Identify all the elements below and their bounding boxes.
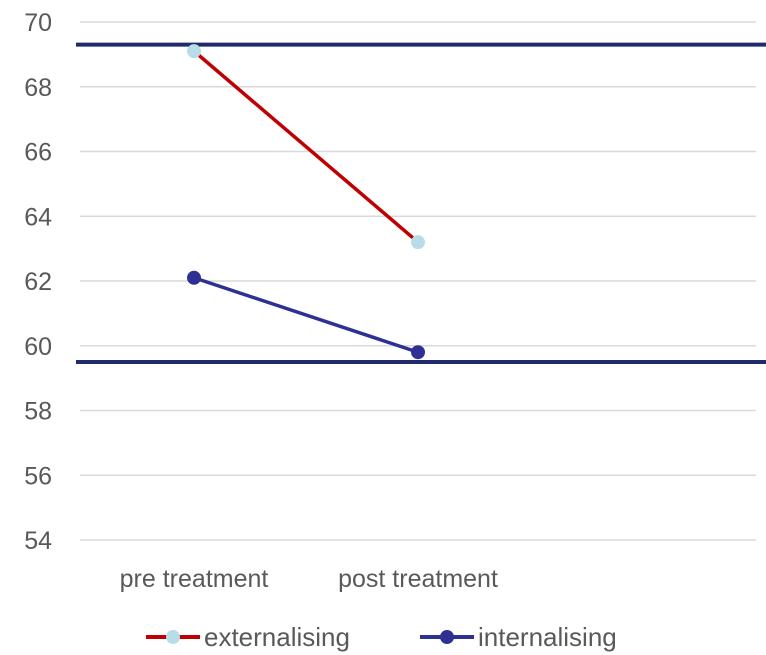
reference-lines (76, 42, 766, 364)
series-layer (187, 44, 425, 360)
y-tick-label: 56 (24, 462, 52, 490)
series-line-internalising (193, 276, 419, 354)
y-tick-label: 64 (24, 203, 52, 231)
y-axis-tick-labels: 54 56 58 60 62 64 66 68 70 (24, 9, 52, 555)
y-tick-label: 70 (24, 9, 52, 37)
legend-swatch-marker (166, 630, 180, 644)
y-tick-label: 62 (24, 268, 52, 296)
legend: externalising internalising (146, 622, 617, 652)
data-point-internalising-1 (411, 345, 425, 360)
legend-item-externalising: externalising (146, 622, 350, 652)
y-tick-label: 68 (24, 74, 52, 102)
series-line-externalising (192, 49, 420, 244)
y-tick-label: 66 (24, 139, 52, 167)
data-point-internalising-0 (187, 270, 201, 285)
y-tick-label: 54 (24, 527, 52, 555)
y-tick-label: 60 (24, 333, 52, 361)
x-category-label: pre treatment (120, 565, 269, 593)
y-tick-label: 58 (24, 398, 52, 426)
data-point-externalising-0 (187, 44, 201, 59)
data-point-externalising-1 (411, 235, 425, 250)
legend-item-internalising: internalising (420, 622, 617, 652)
legend-label: externalising (204, 622, 350, 652)
legend-label: internalising (478, 622, 617, 652)
x-category-label: post treatment (338, 565, 498, 593)
legend-swatch-marker (440, 630, 454, 644)
gridlines (80, 21, 756, 541)
x-axis-category-labels: pre treatment post treatment (120, 565, 498, 593)
